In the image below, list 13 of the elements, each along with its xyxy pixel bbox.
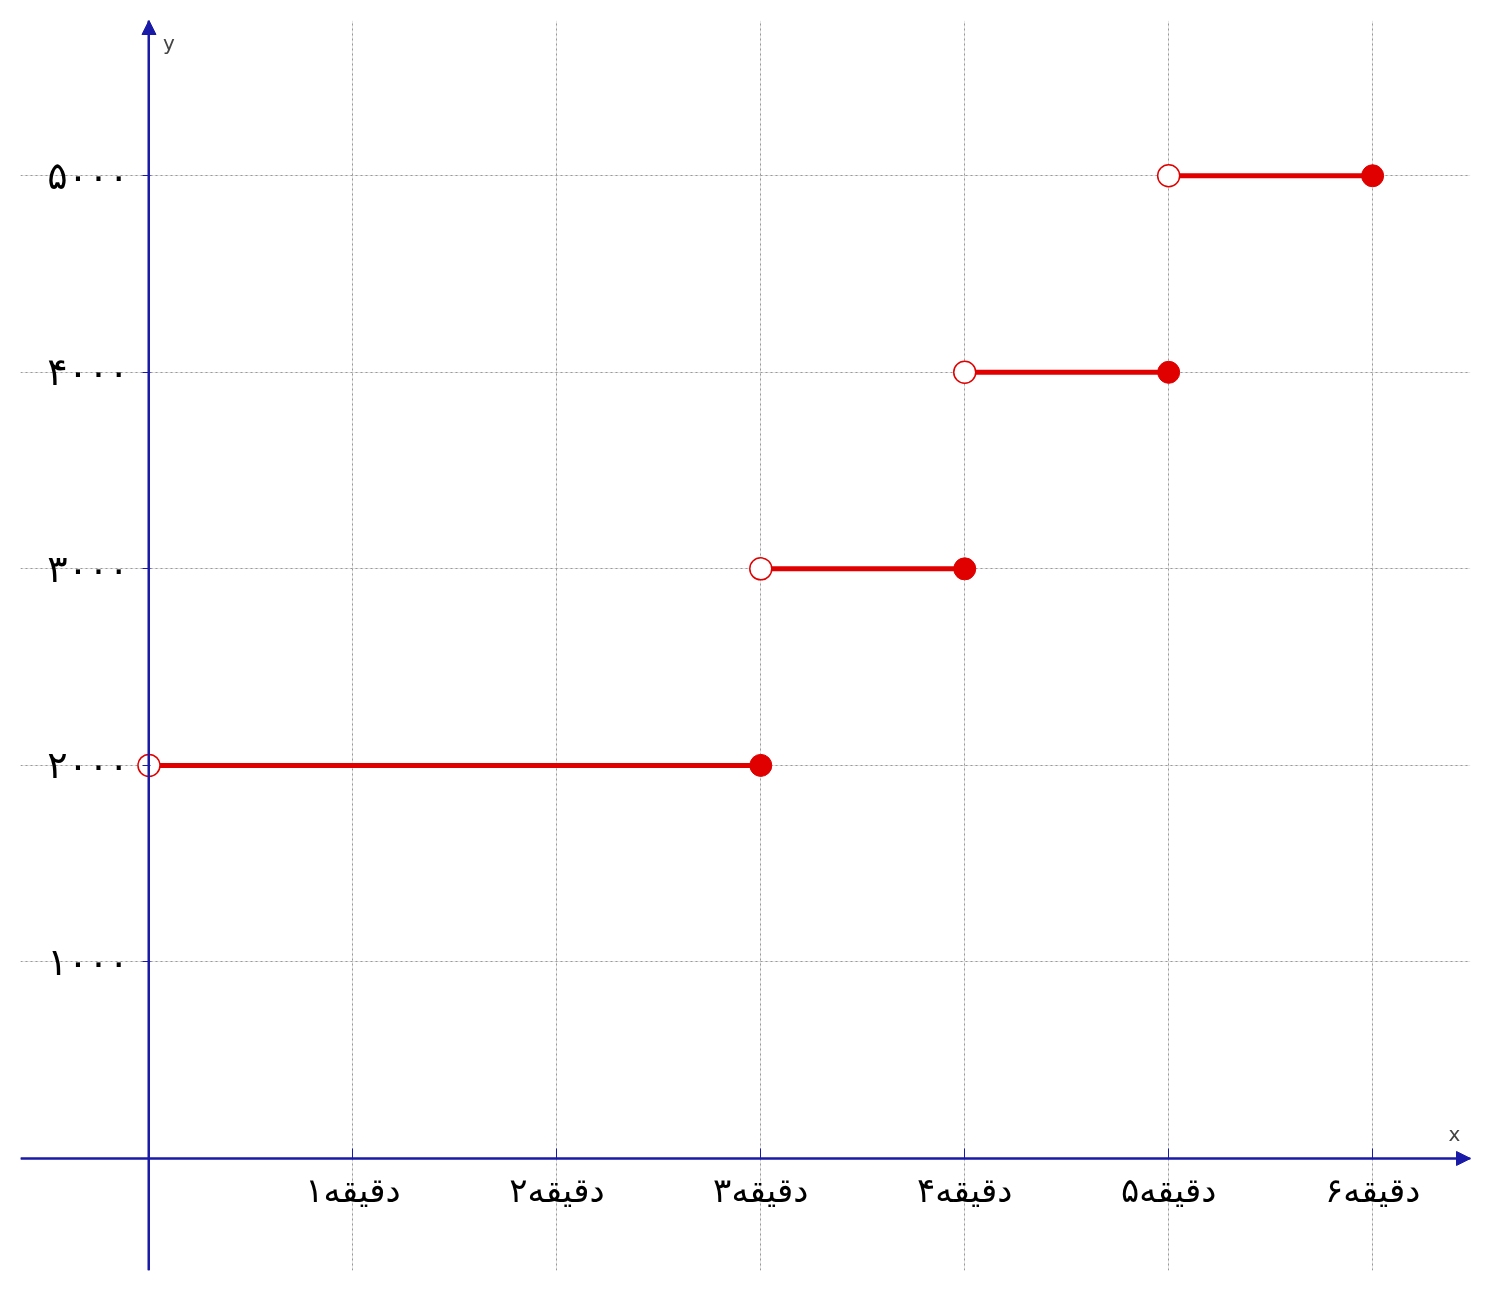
y-tick-label: ۲۰۰۰ (47, 743, 129, 788)
y-tick-label: ۳۰۰۰ (47, 546, 129, 591)
x-tick-label: ۱دقیقه (305, 1170, 401, 1211)
x-tick-label: ۳دقیقه (713, 1170, 809, 1211)
y-tick-label: ۴۰۰۰ (47, 350, 129, 395)
y-tick-label: ۱۰۰۰ (47, 939, 129, 984)
y-tick-label: ۵۰۰۰ (47, 153, 129, 198)
x-axis-title: x (1448, 1122, 1461, 1147)
x-tick-label: ۲دقیقه (509, 1170, 605, 1211)
x-tick-label: ۵دقیقه (1121, 1170, 1217, 1211)
x-tick-label: ۴دقیقه (917, 1170, 1013, 1211)
y-axis-title: y (162, 30, 175, 55)
x-tick-label: ۶دقیقه (1324, 1170, 1421, 1211)
